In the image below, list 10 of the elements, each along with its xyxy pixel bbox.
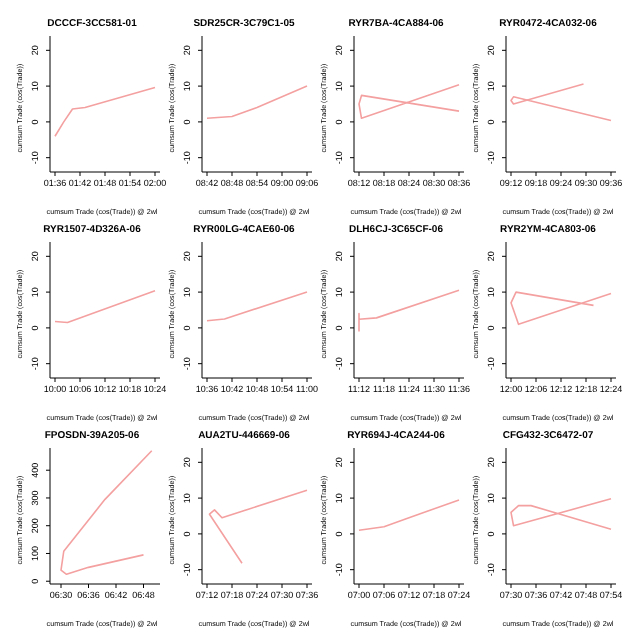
line-series [510, 291, 612, 326]
line-series [54, 86, 156, 138]
line-series [206, 85, 308, 120]
line-series [358, 83, 460, 120]
line-series [358, 499, 460, 532]
line-series [358, 289, 460, 333]
line-series [60, 449, 153, 576]
line-series [510, 498, 612, 531]
line-series [510, 83, 612, 122]
line-series [208, 489, 308, 565]
